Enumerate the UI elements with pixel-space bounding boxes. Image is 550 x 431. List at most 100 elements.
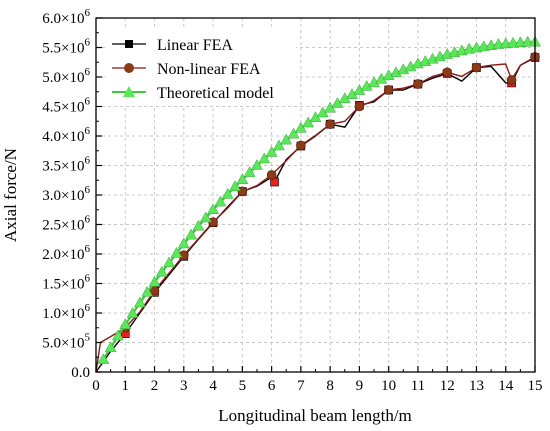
y-tick-mantissa: 2.0×10 (42, 247, 84, 263)
data-point-theoretical-model (280, 133, 293, 145)
legend-item-linear-fea: Linear FEA (112, 37, 233, 54)
data-point-theoretical-model (287, 127, 300, 139)
y-tick-labels: 0.05.0×1051.0×1061.5×1062.0×1062.5×1063.… (42, 7, 90, 381)
axis-ticks (95, 17, 536, 373)
data-point-theoretical-model (294, 121, 307, 133)
x-tick-label: 4 (209, 378, 217, 394)
data-point-theoretical-model (104, 341, 117, 353)
data-point-theoretical-model (236, 173, 249, 184)
x-tick-label: 5 (239, 378, 247, 394)
legend-item-non-linear-fea: Non-linear FEA (112, 61, 261, 78)
data-point-theoretical-model (177, 237, 190, 249)
y-tick-mantissa: 2.5×10 (42, 218, 84, 234)
x-tick-label: 14 (498, 378, 514, 394)
data-point-theoretical-model (221, 187, 234, 199)
data-point-theoretical-model (155, 265, 168, 277)
x-tick-labels: 0 1 2 3 4 5 6 7 8 9 10 11 12 13 14 15 (92, 378, 542, 394)
data-point-non-linear-fea (383, 85, 394, 95)
x-tick-label: 6 (268, 378, 276, 394)
y-tick-mantissa: 4.0×10 (42, 129, 84, 145)
y-tick-mantissa: 4.5×10 (42, 100, 84, 116)
data-point-theoretical-model (521, 35, 534, 47)
x-tick-label: 3 (180, 378, 188, 394)
data-point-theoretical-model (97, 353, 110, 364)
y-tick-mantissa: 6.0×10 (42, 11, 84, 27)
data-point-non-linear-fea (413, 79, 423, 89)
x-tick-label: 9 (356, 378, 364, 394)
data-point-theoretical-model (119, 318, 132, 330)
x-tick-label: 0 (92, 378, 100, 394)
data-point-theoretical-model (229, 180, 241, 191)
y-tick-mantissa: 3.0×10 (42, 188, 84, 204)
data-point-theoretical-model (148, 275, 161, 287)
legend-marker-triangle-icon (123, 86, 135, 97)
y-tick-label: 3.0×106 (42, 184, 90, 204)
data-point-non-linear-fea (354, 101, 365, 112)
y-tick-exponent: 6 (85, 155, 91, 167)
y-tick-exponent: 6 (85, 125, 91, 137)
y-tick-exponent: 6 (85, 214, 91, 226)
data-point-theoretical-model (258, 152, 271, 164)
data-point-theoretical-model (199, 211, 212, 223)
y-tick-label: 2.5×106 (42, 214, 90, 234)
data-point-non-linear-fea (266, 170, 277, 180)
series-layer (95, 35, 541, 373)
legend-label-linear-fea: Linear FEA (157, 37, 233, 54)
x-tick-label: 10 (381, 378, 396, 394)
y-tick-label: 6.0×106 (42, 7, 90, 27)
y-tick-label: 3.5×106 (42, 155, 90, 175)
legend-marker-circle-icon (124, 63, 134, 73)
legend-label-non-linear-fea: Non-linear FEA (157, 61, 261, 78)
y-tick-mantissa: 5.0×10 (42, 70, 84, 86)
x-axis-title: Longitudinal beam length/m (218, 406, 412, 425)
data-point-theoretical-model (185, 228, 198, 240)
y-tick-exponent: 6 (85, 184, 91, 196)
y-tick-exponent: 6 (85, 66, 91, 78)
legend-marker-square-icon (125, 40, 133, 48)
y-tick-label: 4.5×106 (42, 96, 90, 116)
data-point-non-linear-fea (442, 67, 453, 78)
data-point-theoretical-model (112, 329, 124, 341)
y-tick-exponent: 6 (85, 243, 91, 255)
legend-label-theoretical-model: Theoretical model (157, 85, 274, 102)
y-tick-exponent: 6 (85, 302, 91, 314)
y-tick-mantissa: 3.5×10 (42, 159, 84, 175)
y-tick-mantissa: 1.5×10 (42, 277, 84, 293)
data-point-non-linear-fea (471, 62, 482, 73)
data-point-theoretical-model (272, 139, 285, 151)
x-tick-label: 7 (297, 378, 305, 394)
x-tick-label: 8 (326, 378, 334, 394)
data-point-theoretical-model (207, 203, 219, 214)
data-point-non-linear-fea (296, 140, 306, 151)
x-tick-label: 1 (122, 378, 130, 394)
data-point-theoretical-model (141, 285, 154, 297)
data-point-theoretical-model (133, 296, 146, 308)
y-tick-exponent: 6 (85, 37, 91, 49)
legend: Linear FEA Non-linear FEA Theoretical mo… (106, 30, 296, 106)
legend-item-theoretical-model: Theoretical model (112, 85, 274, 102)
x-tick-label: 13 (469, 378, 484, 394)
y-tick-exponent: 5 (85, 332, 91, 344)
data-point-non-linear-fea (325, 119, 335, 129)
y-tick-exponent: 6 (85, 96, 91, 108)
x-tick-label: 11 (411, 378, 425, 394)
data-point-theoretical-model (302, 116, 315, 128)
data-point-theoretical-model (126, 307, 139, 318)
data-point-theoretical-model (170, 246, 183, 258)
y-tick-label: 1.5×106 (42, 273, 90, 293)
x-tick-label: 2 (151, 378, 159, 394)
y-tick-label: 1.0×106 (42, 302, 90, 322)
data-point-theoretical-model (265, 146, 278, 157)
data-point-non-linear-fea (237, 186, 248, 197)
y-tick-mantissa: 1.0×10 (42, 306, 84, 322)
y-tick-label: 5.0×106 (42, 66, 90, 86)
x-tick-label: 12 (440, 378, 455, 394)
y-tick-label: 4.0×106 (42, 125, 90, 145)
y-tick-exponent: 6 (85, 273, 91, 285)
y-tick-mantissa: 5.0×10 (42, 336, 84, 352)
y-axis-title: Axial force/N (1, 148, 20, 242)
data-point-theoretical-model (243, 166, 256, 177)
data-point-theoretical-model (214, 195, 227, 207)
data-point-non-linear-fea (506, 75, 517, 85)
